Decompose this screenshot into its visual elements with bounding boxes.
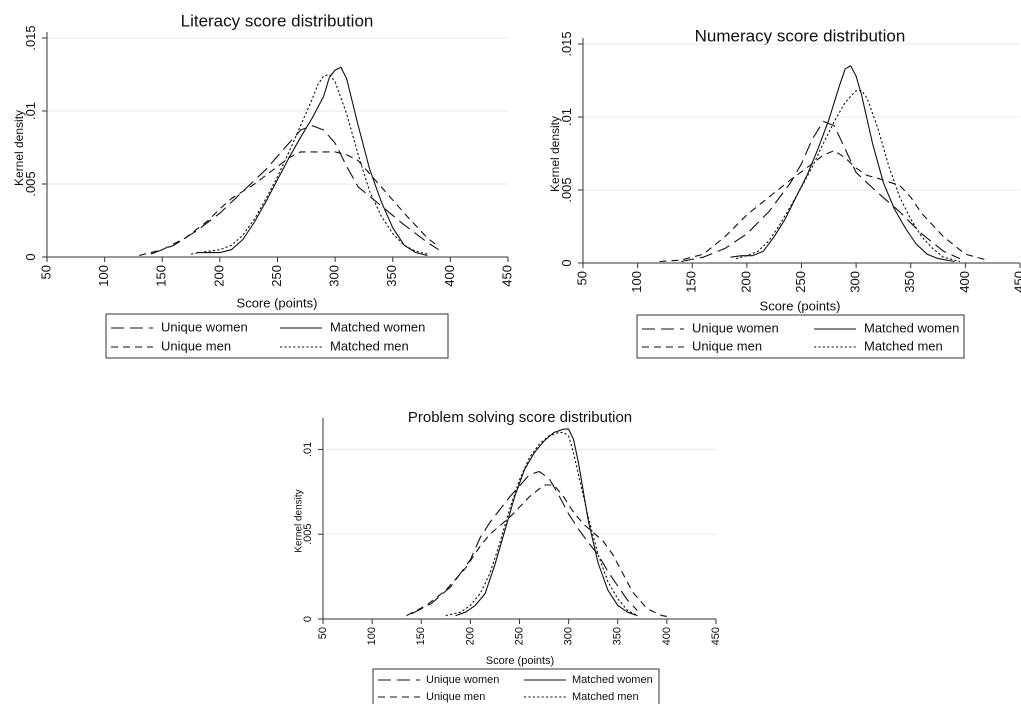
x-tick-label: 200 [464,627,476,645]
x-tick-label: 350 [384,265,399,287]
y-tick-label: .015 [23,25,38,50]
y-axis-title: Kernel density [12,110,26,186]
chart-panel-2: Numeracy score distribution 0 .005 .01 .015 5… [548,26,1021,359]
series-line-matched-women [730,65,955,263]
y-tick-label: .01 [302,442,314,457]
series-line-unique-women [681,120,961,263]
legend-label: Matched men [864,338,943,353]
chart-panel-3: Problem solving score distribution 0 .005.… [294,409,722,704]
chart-panel-1: Literacy score distribution 0 .005 .01 .015 5… [12,11,514,359]
x-axis-title: Score (points) [760,298,841,313]
legend-label: Matched men [330,338,409,353]
x-tick-label: 250 [513,627,525,645]
legend-label: Unique men [161,338,231,353]
x-tick-label: 400 [442,265,457,287]
x-tick-label: 350 [902,271,917,293]
y-tick-label: .01 [23,102,38,120]
legend-label: Matched women [572,674,653,686]
x-tick-label: 450 [499,265,514,287]
x-tick-label: 100 [366,627,378,645]
legend-label: Matched men [572,691,639,703]
chart-title: Numeracy score distribution [695,26,906,45]
x-tick-label: 450 [710,627,722,645]
legend: Unique women Matched women Unique men Match… [636,314,965,359]
y-tick-label: .005 [23,171,38,196]
series-line-unique-men [139,151,440,257]
x-tick-label: 100 [629,271,644,293]
series-line-unique-men [406,484,672,618]
x-tick-label: 300 [848,271,863,293]
x-tick-label: 200 [211,265,226,287]
x-tick-label: 450 [1011,271,1021,293]
legend-label: Unique women [426,674,499,686]
y-tick-label: 0 [23,253,38,260]
x-axis-title: Score (points) [237,295,318,310]
legend-label: Unique men [692,338,762,353]
x-tick-label: 250 [793,271,808,293]
legend-label: Unique women [692,320,779,335]
legend-box [105,313,449,359]
x-tick-label: 150 [154,265,169,287]
y-tick-label: .015 [559,31,574,56]
x-tick-label: 350 [612,627,624,645]
y-tick-label: .005 [302,524,314,545]
x-tick-label: 150 [684,271,699,293]
y-tick-label: .005 [559,177,574,202]
legend-box [636,314,965,359]
legend-label: Unique women [161,319,248,334]
chart-title: Literacy score distribution [181,11,374,30]
x-tick-label: 150 [415,627,427,645]
x-axis-title: Score (points) [486,655,554,667]
x-tick-label: 50 [38,265,53,279]
series-line-unique-women [150,125,440,255]
legend: Unique women Matched women Unique men Match… [105,313,449,359]
series-line-matched-men [191,73,428,255]
y-axis-title: Kernel density [548,116,562,192]
x-tick-label: 300 [563,627,575,645]
chart-title: Problem solving score distribution [408,409,632,426]
y-axis-title: Kernel density [294,489,305,552]
x-tick-label: 50 [574,271,589,285]
legend-label: Unique men [426,691,485,703]
x-tick-label: 400 [957,271,972,293]
legend-label: Matched women [330,319,425,334]
series-line-matched-women [455,428,638,617]
series-line-matched-women [196,66,428,257]
y-tick-label: 0 [559,259,574,266]
x-tick-label: 250 [269,265,284,287]
legend: Unique women Matched women Unique men Match… [372,668,660,704]
x-tick-label: 100 [96,265,111,287]
x-tick-label: 300 [327,265,342,287]
series-line-unique-women [411,470,638,615]
y-tick-label: .01 [559,108,574,126]
series-line-matched-men [445,431,638,617]
x-tick-label: 50 [317,627,329,639]
series-line-matched-men [735,90,961,263]
x-tick-label: 400 [661,627,673,645]
y-tick-label: 0 [302,616,314,622]
legend-box [372,668,660,704]
series-line-unique-men [659,150,988,263]
x-tick-label: 200 [738,271,753,293]
legend-label: Matched women [864,320,959,335]
